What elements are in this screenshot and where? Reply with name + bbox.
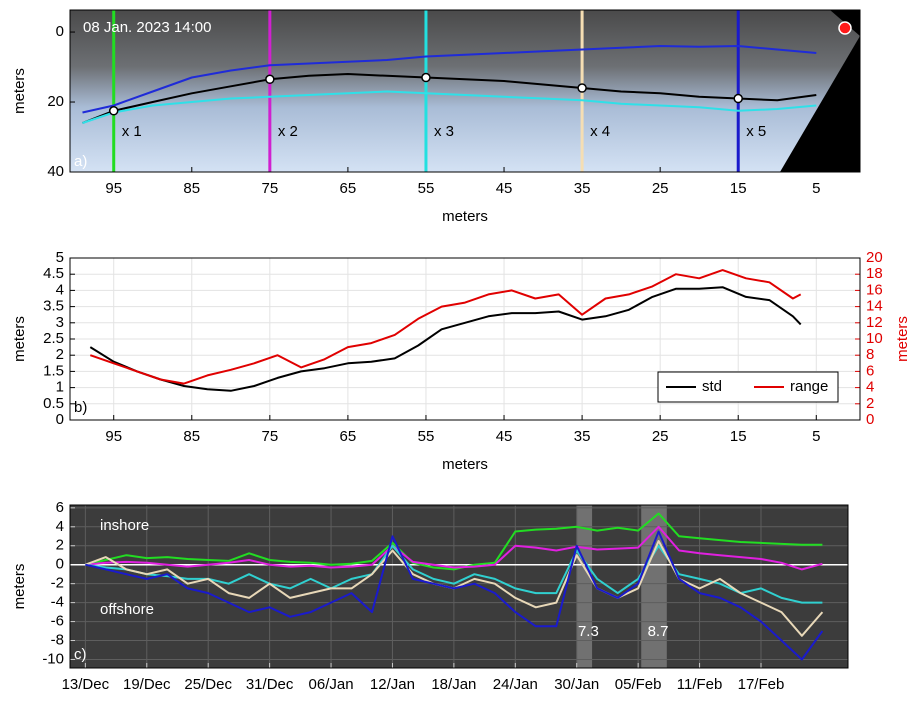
y-tick-label: 2.5 <box>43 330 64 347</box>
legend-label: range <box>790 378 828 395</box>
profile-marker <box>110 107 118 115</box>
x-axis-label: meters <box>442 456 488 473</box>
y-tick-label: 40 <box>47 163 64 180</box>
annotation: b) <box>74 399 87 416</box>
y2-tick-label: 10 <box>866 330 883 347</box>
annotation: a) <box>74 153 87 170</box>
band-label: 7.3 <box>578 623 599 640</box>
shaded-band <box>641 505 667 668</box>
y-tick-label: -6 <box>51 613 64 630</box>
y2-tick-label: 16 <box>866 281 883 298</box>
x-tick-label: 25/Dec <box>184 676 232 693</box>
profile-marker <box>578 84 586 92</box>
y-tick-label: -8 <box>51 631 64 648</box>
legend: std range <box>658 372 838 402</box>
y-tick-label: -2 <box>51 575 64 592</box>
y2-tick-label: 12 <box>866 314 883 331</box>
x-tick-label: 31/Dec <box>246 676 294 693</box>
y-axis-label: meters <box>11 68 28 114</box>
y-tick-label: 0 <box>56 23 64 40</box>
profile-label: x 1 <box>122 123 142 140</box>
y2-tick-label: 8 <box>866 346 874 363</box>
y-tick-label: 0.5 <box>43 395 64 412</box>
y-axis-label: meters <box>11 316 28 362</box>
x-tick-label: 15 <box>730 428 747 445</box>
x-tick-label: 30/Jan <box>554 676 599 693</box>
figure: 958575655545352515502040x 1x 2x 3x 4x 50… <box>0 0 917 698</box>
y2-tick-label: 2 <box>866 395 874 412</box>
annotation: 08 Jan. 2023 14:00 <box>83 19 211 36</box>
x-tick-label: 13/Dec <box>62 676 110 693</box>
y-tick-label: -10 <box>42 650 64 667</box>
x-tick-label: 55 <box>418 180 435 197</box>
y-tick-label: 1 <box>56 379 64 396</box>
profile-label: x 3 <box>434 123 454 140</box>
x-tick-label: 65 <box>340 180 357 197</box>
x-tick-label: 24/Jan <box>493 676 538 693</box>
x-axis-label: meters <box>442 208 488 225</box>
y-axis-label: meters <box>11 564 28 610</box>
y-tick-label: 5 <box>56 249 64 266</box>
y-tick-label: 4 <box>56 281 64 298</box>
annotation: inshore <box>100 517 149 534</box>
x-tick-label: 06/Jan <box>309 676 354 693</box>
band-label: 8.7 <box>648 623 669 640</box>
y-tick-label: 0 <box>56 411 64 428</box>
x-tick-label: 11/Feb <box>677 676 723 693</box>
annotation: offshore <box>100 601 154 618</box>
x-tick-label: 85 <box>183 180 200 197</box>
x-tick-label: 25 <box>652 428 669 445</box>
x-tick-label: 85 <box>183 428 200 445</box>
y-tick-label: 3 <box>56 314 64 331</box>
y2-axis-label: meters <box>894 316 911 362</box>
x-tick-label: 5 <box>812 180 820 197</box>
y-tick-label: 4.5 <box>43 265 64 282</box>
x-tick-label: 19/Dec <box>123 676 171 693</box>
y-tick-label: 4 <box>56 518 64 535</box>
legend-label: std <box>702 378 722 395</box>
profile-label: x 4 <box>590 123 610 140</box>
x-tick-label: 65 <box>340 428 357 445</box>
annotation: c) <box>74 646 87 663</box>
x-tick-label: 18/Jan <box>431 676 476 693</box>
y2-tick-label: 4 <box>866 379 874 396</box>
x-tick-label: 35 <box>574 428 591 445</box>
x-tick-label: 95 <box>105 180 122 197</box>
x-tick-label: 12/Jan <box>370 676 415 693</box>
y2-tick-label: 18 <box>866 265 883 282</box>
y-tick-label: 1.5 <box>43 362 64 379</box>
x-tick-label: 05/Feb <box>615 676 662 693</box>
y2-tick-label: 20 <box>866 249 883 266</box>
y-tick-label: 20 <box>47 93 64 110</box>
y-tick-label: 6 <box>56 499 64 516</box>
page: {"chart_data": [ {"type": "line", "xlabe… <box>0 0 917 698</box>
y-tick-label: 2 <box>56 346 64 363</box>
x-tick-label: 17/Feb <box>738 676 785 693</box>
x-tick-label: 5 <box>812 428 820 445</box>
x-tick-label: 75 <box>261 180 278 197</box>
y-tick-label: 2 <box>56 537 64 554</box>
x-tick-label: 75 <box>261 428 278 445</box>
x-tick-label: 95 <box>105 428 122 445</box>
profile-marker <box>734 95 742 103</box>
x-tick-label: 35 <box>574 180 591 197</box>
y-tick-label: 3.5 <box>43 298 64 315</box>
y-tick-label: 0 <box>56 556 64 573</box>
profile-marker <box>266 75 274 83</box>
profile-marker <box>422 74 430 82</box>
y2-tick-label: 6 <box>866 362 874 379</box>
x-tick-label: 45 <box>496 428 513 445</box>
x-tick-label: 45 <box>496 180 513 197</box>
profile-label: x 5 <box>746 123 766 140</box>
x-tick-label: 25 <box>652 180 669 197</box>
y-tick-label: -4 <box>51 594 64 611</box>
x-tick-label: 55 <box>418 428 435 445</box>
profile-label: x 2 <box>278 123 298 140</box>
x-tick-label: 15 <box>730 180 747 197</box>
y2-tick-label: 0 <box>866 411 874 428</box>
y2-tick-label: 14 <box>866 298 883 315</box>
